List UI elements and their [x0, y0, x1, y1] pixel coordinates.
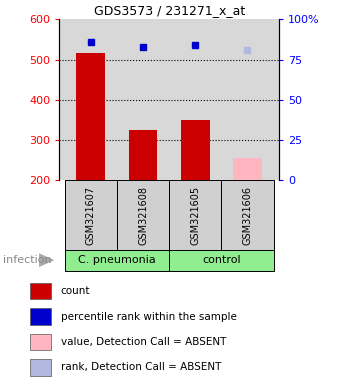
Bar: [76, 53, 105, 180]
Bar: [30, 334, 51, 350]
Text: percentile rank within the sample: percentile rank within the sample: [61, 311, 237, 321]
Text: value, Detection Call = ABSENT: value, Detection Call = ABSENT: [61, 337, 226, 347]
Bar: [30, 308, 51, 325]
Text: control: control: [202, 255, 241, 265]
Bar: [169, 180, 221, 250]
Title: GDS3573 / 231271_x_at: GDS3573 / 231271_x_at: [94, 3, 245, 17]
Bar: [30, 359, 51, 376]
Text: GSM321605: GSM321605: [190, 185, 200, 245]
Bar: [169, 250, 274, 271]
Text: C. pneumonia: C. pneumonia: [78, 255, 156, 265]
Bar: [65, 250, 169, 271]
Text: count: count: [61, 286, 90, 296]
Bar: [181, 120, 210, 180]
Text: infection: infection: [3, 255, 52, 265]
Bar: [129, 130, 157, 180]
Bar: [117, 180, 169, 250]
Bar: [221, 180, 274, 250]
Bar: [233, 158, 262, 180]
Text: GSM321607: GSM321607: [86, 185, 96, 245]
Text: rank, Detection Call = ABSENT: rank, Detection Call = ABSENT: [61, 362, 221, 372]
Text: GSM321608: GSM321608: [138, 185, 148, 245]
Polygon shape: [39, 253, 54, 267]
Text: GSM321606: GSM321606: [242, 185, 253, 245]
Bar: [30, 283, 51, 299]
Bar: [65, 180, 117, 250]
